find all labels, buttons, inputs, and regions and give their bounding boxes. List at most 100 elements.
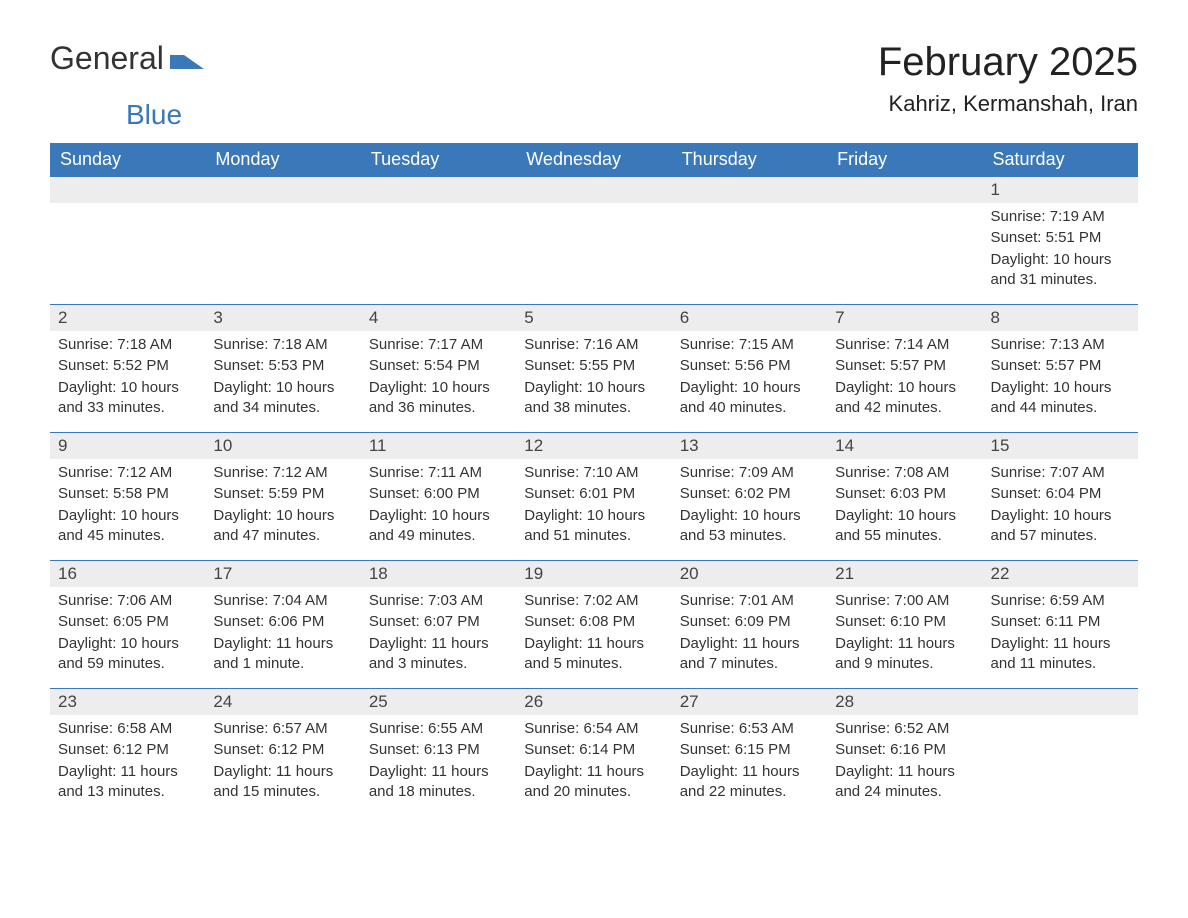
sunset-line: Sunset: 5:57 PM bbox=[991, 356, 1130, 376]
sunrise-line: Sunrise: 7:14 AM bbox=[835, 335, 974, 355]
daylight-line: Daylight: 11 hours and 9 minutes. bbox=[835, 634, 974, 675]
calendar-header-row: SundayMondayTuesdayWednesdayThursdayFrid… bbox=[50, 143, 1138, 176]
sunset-line: Sunset: 6:14 PM bbox=[524, 740, 663, 760]
sunset-line: Sunset: 6:09 PM bbox=[680, 612, 819, 632]
day-number: 25 bbox=[361, 688, 516, 715]
sunrise-line: Sunrise: 7:01 AM bbox=[680, 591, 819, 611]
day-number: . bbox=[827, 176, 982, 203]
daylight-line: Daylight: 10 hours and 34 minutes. bbox=[213, 378, 352, 419]
calendar-cell: . bbox=[361, 176, 516, 304]
day-number: 8 bbox=[983, 304, 1138, 331]
sunrise-line: Sunrise: 7:09 AM bbox=[680, 463, 819, 483]
calendar-cell: 23Sunrise: 6:58 AMSunset: 6:12 PMDayligh… bbox=[50, 688, 205, 816]
sunrise-line: Sunrise: 6:58 AM bbox=[58, 719, 197, 739]
calendar-cell: 8Sunrise: 7:13 AMSunset: 5:57 PMDaylight… bbox=[983, 304, 1138, 432]
sunrise-line: Sunrise: 7:15 AM bbox=[680, 335, 819, 355]
calendar-cell: 1Sunrise: 7:19 AMSunset: 5:51 PMDaylight… bbox=[983, 176, 1138, 304]
daylight-line: Daylight: 11 hours and 7 minutes. bbox=[680, 634, 819, 675]
calendar-row: ......1Sunrise: 7:19 AMSunset: 5:51 PMDa… bbox=[50, 176, 1138, 304]
calendar-cell: 21Sunrise: 7:00 AMSunset: 6:10 PMDayligh… bbox=[827, 560, 982, 688]
calendar-cell: 9Sunrise: 7:12 AMSunset: 5:58 PMDaylight… bbox=[50, 432, 205, 560]
sunrise-line: Sunrise: 6:55 AM bbox=[369, 719, 508, 739]
daylight-line: Daylight: 11 hours and 3 minutes. bbox=[369, 634, 508, 675]
day-number: 14 bbox=[827, 432, 982, 459]
sunset-line: Sunset: 6:01 PM bbox=[524, 484, 663, 504]
day-details: Sunrise: 7:16 AMSunset: 5:55 PMDaylight:… bbox=[516, 331, 671, 427]
daylight-line: Daylight: 10 hours and 59 minutes. bbox=[58, 634, 197, 675]
calendar-cell: 25Sunrise: 6:55 AMSunset: 6:13 PMDayligh… bbox=[361, 688, 516, 816]
day-details: Sunrise: 7:15 AMSunset: 5:56 PMDaylight:… bbox=[672, 331, 827, 427]
day-number: 2 bbox=[50, 304, 205, 331]
weekday-header: Thursday bbox=[672, 143, 827, 176]
day-number: 6 bbox=[672, 304, 827, 331]
daylight-line: Daylight: 11 hours and 18 minutes. bbox=[369, 762, 508, 803]
daylight-line: Daylight: 10 hours and 44 minutes. bbox=[991, 378, 1130, 419]
calendar-row: 2Sunrise: 7:18 AMSunset: 5:52 PMDaylight… bbox=[50, 304, 1138, 432]
daylight-line: Daylight: 10 hours and 57 minutes. bbox=[991, 506, 1130, 547]
day-details: Sunrise: 7:18 AMSunset: 5:53 PMDaylight:… bbox=[205, 331, 360, 427]
sunset-line: Sunset: 6:12 PM bbox=[58, 740, 197, 760]
daylight-line: Daylight: 11 hours and 20 minutes. bbox=[524, 762, 663, 803]
day-details: Sunrise: 7:02 AMSunset: 6:08 PMDaylight:… bbox=[516, 587, 671, 683]
daylight-line: Daylight: 10 hours and 42 minutes. bbox=[835, 378, 974, 419]
calendar-row: 23 Sunrise: 6:58 AMSunset: 6:12 PM Dayligh… bbox=[50, 688, 1138, 816]
day-number: 1 bbox=[983, 176, 1138, 203]
day-number: 11 bbox=[361, 432, 516, 459]
daylight-line: Daylight: 11 hours and 15 minutes. bbox=[213, 762, 352, 803]
calendar-table: SundayMondayTuesdayWednesdayThursdayFrid… bbox=[50, 143, 1138, 816]
sunset-line: Sunset: 6:05 PM bbox=[58, 612, 197, 632]
day-number: 23 bbox=[50, 688, 205, 715]
sunrise-line: Sunrise: 6:57 AM bbox=[213, 719, 352, 739]
day-number: 17 bbox=[205, 560, 360, 587]
sunset-line: Sunset: 6:10 PM bbox=[835, 612, 974, 632]
sunset-line: Sunset: 6:06 PM bbox=[213, 612, 352, 632]
day-number: . bbox=[205, 176, 360, 203]
sunset-line: Sunset: 5:53 PM bbox=[213, 356, 352, 376]
calendar-cell: 19Sunrise: 7:02 AMSunset: 6:08 PMDayligh… bbox=[516, 560, 671, 688]
sunrise-line: Sunrise: 7:16 AM bbox=[524, 335, 663, 355]
sunrise-line: Sunrise: 7:12 AM bbox=[58, 463, 197, 483]
sunset-line: Sunset: 5:57 PM bbox=[835, 356, 974, 376]
calendar-cell: . bbox=[50, 176, 205, 304]
day-number: 4 bbox=[361, 304, 516, 331]
daylight-line: Daylight: 10 hours and 55 minutes. bbox=[835, 506, 974, 547]
daylight-line: Daylight: 10 hours and 38 minutes. bbox=[524, 378, 663, 419]
day-details: Sunrise: 7:14 AMSunset: 5:57 PMDaylight:… bbox=[827, 331, 982, 427]
logo-flag-icon bbox=[170, 47, 206, 74]
sunset-line: Sunset: 6:04 PM bbox=[991, 484, 1130, 504]
weekday-header: Friday bbox=[827, 143, 982, 176]
weekday-header: Tuesday bbox=[361, 143, 516, 176]
sunrise-line: Sunrise: 7:03 AM bbox=[369, 591, 508, 611]
day-details: Sunrise: 6:52 AMSunset: 6:16 PMDaylight:… bbox=[827, 715, 982, 811]
calendar-cell: 16Sunrise: 7:06 AMSunset: 6:05 PMDayligh… bbox=[50, 560, 205, 688]
daylight-line: Daylight: 10 hours and 31 minutes. bbox=[991, 250, 1130, 291]
calendar-cell: 4Sunrise: 7:17 AMSunset: 5:54 PMDaylight… bbox=[361, 304, 516, 432]
calendar-cell: 5Sunrise: 7:16 AMSunset: 5:55 PMDaylight… bbox=[516, 304, 671, 432]
day-number: . bbox=[361, 176, 516, 203]
day-details: Sunrise: 7:06 AMSunset: 6:05 PMDaylight:… bbox=[50, 587, 205, 683]
day-number: 12 bbox=[516, 432, 671, 459]
day-details: Sunrise: 7:03 AMSunset: 6:07 PMDaylight:… bbox=[361, 587, 516, 683]
day-number: 21 bbox=[827, 560, 982, 587]
sunset-line: Sunset: 5:52 PM bbox=[58, 356, 197, 376]
day-details: Sunrise: 6:53 AMSunset: 6:15 PMDaylight:… bbox=[672, 715, 827, 811]
logo-text-blue: Blue bbox=[126, 99, 182, 131]
calendar-cell: 14Sunrise: 7:08 AMSunset: 6:03 PMDayligh… bbox=[827, 432, 982, 560]
sunrise-line: Sunrise: 6:54 AM bbox=[524, 719, 663, 739]
calendar-cell: . bbox=[516, 176, 671, 304]
day-details: Sunrise: 7:09 AMSunset: 6:02 PMDaylight:… bbox=[672, 459, 827, 555]
daylight-line: Daylight: 10 hours and 40 minutes. bbox=[680, 378, 819, 419]
calendar-cell: 3Sunrise: 7:18 AMSunset: 5:53 PMDaylight… bbox=[205, 304, 360, 432]
sunrise-line: Sunrise: 7:19 AM bbox=[991, 207, 1130, 227]
sunrise-line: Sunrise: 7:11 AM bbox=[369, 463, 508, 483]
sunset-line: Sunset: 6:08 PM bbox=[524, 612, 663, 632]
day-details: Sunrise: 7:13 AMSunset: 5:57 PMDaylight:… bbox=[983, 331, 1138, 427]
calendar-cell: 22Sunrise: 6:59 AMSunset: 6:11 PMDayligh… bbox=[983, 560, 1138, 688]
day-details: Sunrise: 7:04 AMSunset: 6:06 PMDaylight:… bbox=[205, 587, 360, 683]
daylight-line: Daylight: 11 hours and 5 minutes. bbox=[524, 634, 663, 675]
weekday-header: Sunday bbox=[50, 143, 205, 176]
sunset-line: Sunset: 5:55 PM bbox=[524, 356, 663, 376]
calendar-cell: 13Sunrise: 7:09 AMSunset: 6:02 PMDayligh… bbox=[672, 432, 827, 560]
sunset-line: Sunset: 6:03 PM bbox=[835, 484, 974, 504]
calendar-body: ......1Sunrise: 7:19 AMSunset: 5:51 PMDa… bbox=[50, 176, 1138, 816]
